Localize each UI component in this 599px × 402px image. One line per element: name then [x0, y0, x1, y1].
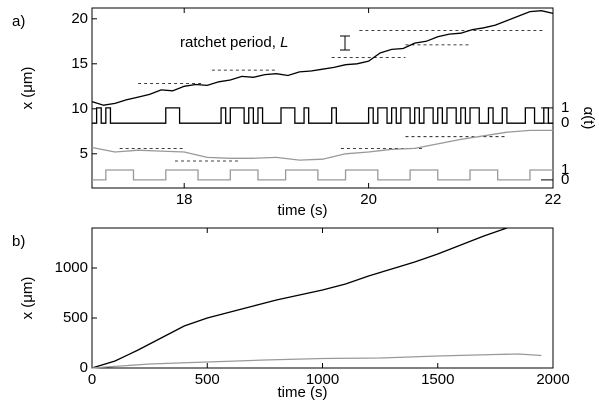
y-tick-label: 500 [63, 309, 88, 326]
position-trace [91, 129, 553, 161]
panel-label: a) [12, 13, 25, 30]
y2-tick-label: 0 [561, 114, 569, 131]
position-trace [91, 353, 542, 369]
y-tick-label: 15 [71, 55, 88, 72]
x-axis-label: time (s) [278, 384, 328, 401]
y2-tick-label: 1 [561, 161, 569, 178]
position-trace [91, 227, 508, 369]
x-tick-label: 500 [195, 371, 220, 388]
y-tick-label: 5 [80, 145, 88, 162]
x-tick-label: 1500 [421, 371, 454, 388]
x-tick-label: 20 [360, 191, 377, 208]
alpha-trace [92, 169, 553, 181]
x-axis-label: time (s) [278, 202, 328, 219]
y-axis-label: x (μm) [19, 277, 36, 320]
y-tick-label: 0 [80, 359, 88, 376]
x-tick-label: 18 [176, 191, 193, 208]
x-tick-label: 0 [88, 371, 96, 388]
y2-tick-label: 1 [561, 99, 569, 116]
y-axis-label: x (μm) [19, 67, 36, 110]
y-tick-label: 10 [71, 100, 88, 117]
plot-frame [91, 7, 554, 189]
alpha-trace [92, 107, 553, 124]
annotation-text: ratchet period, [180, 34, 276, 51]
x-tick-label: 22 [545, 191, 562, 208]
position-trace [91, 10, 554, 106]
panel-label: b) [12, 233, 25, 250]
y-tick-label: 1000 [55, 259, 88, 276]
ratchet-bracket [340, 35, 350, 51]
y2-axis-label: α(t) [580, 107, 597, 130]
annotation-symbol: L [280, 34, 288, 51]
y2-tick-label: 0 [561, 171, 569, 188]
x-tick-label: 1000 [306, 371, 339, 388]
x-tick-label: 2000 [536, 371, 569, 388]
plot-frame [91, 227, 554, 369]
annotation: ratchet period, L [180, 34, 288, 51]
y-tick-label: 20 [71, 10, 88, 27]
